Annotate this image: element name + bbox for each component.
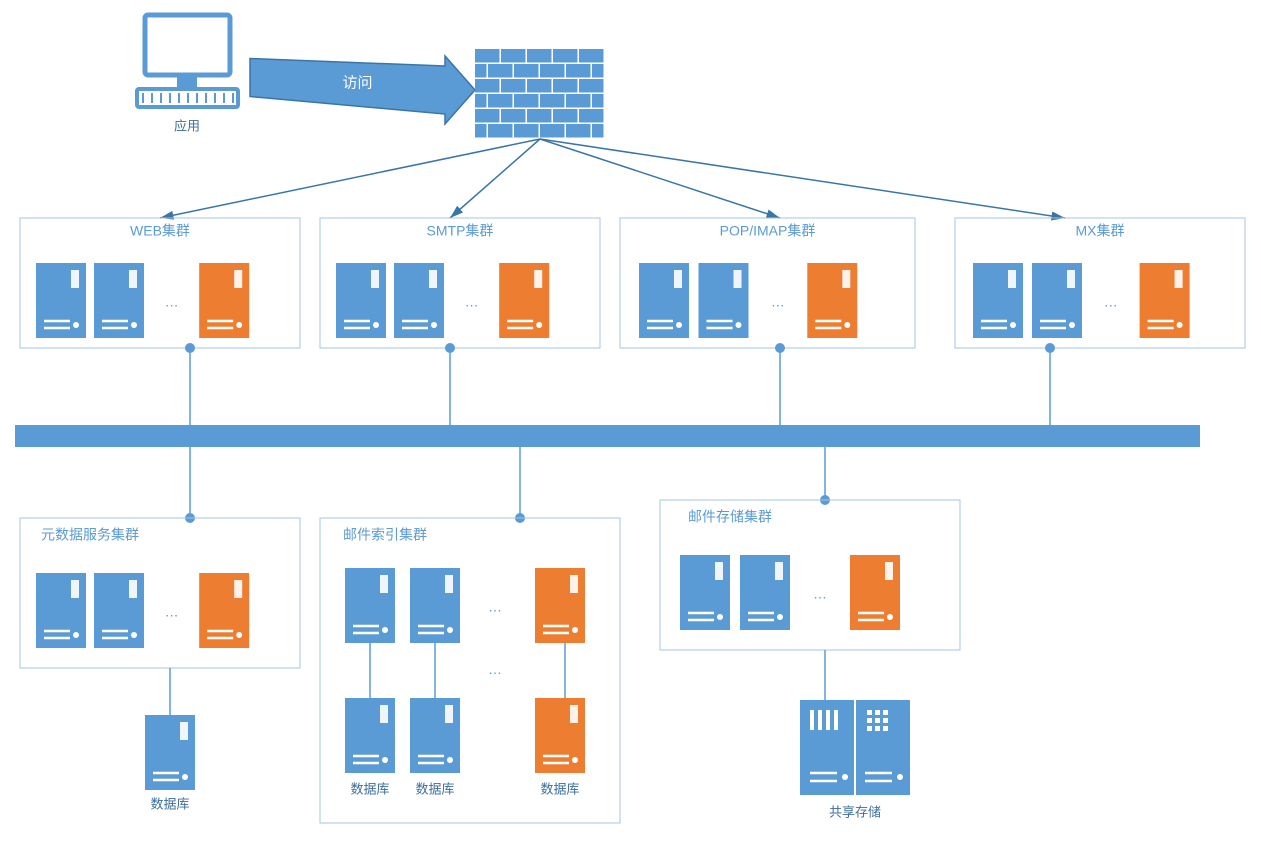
fanout-line xyxy=(450,139,540,218)
pop-cluster: POP/IMAP集群 … xyxy=(620,218,915,348)
server-icon xyxy=(36,263,86,338)
mx-cluster: MX集群 … xyxy=(955,218,1245,348)
connector-dot xyxy=(775,343,785,353)
svg-text:…: … xyxy=(488,599,502,615)
smtp-title: SMTP集群 xyxy=(427,223,494,239)
meta-title: 元数据服务集群 xyxy=(41,527,139,543)
index-title: 邮件索引集群 xyxy=(343,527,427,543)
fanout-line xyxy=(160,139,540,218)
server-icon xyxy=(394,263,444,338)
server-icon xyxy=(499,263,549,338)
pop-title: POP/IMAP集群 xyxy=(720,223,816,239)
svg-text:…: … xyxy=(165,604,179,620)
server-icon xyxy=(740,555,790,630)
server-icon xyxy=(639,263,689,338)
server-icon xyxy=(199,263,249,338)
smtp-cluster: SMTP集群 … xyxy=(320,218,600,348)
server-icon xyxy=(699,263,749,338)
ellipsis: … xyxy=(165,294,179,310)
fanout-line xyxy=(540,139,1065,218)
architecture-diagram: 应用访问WEB集群…SMTP集群…POP/IMAP集群…MX集群…元数据服务集群… xyxy=(0,0,1261,843)
shared-label: 共享存储 xyxy=(829,804,881,819)
server-icon xyxy=(973,263,1023,338)
web-cluster: WEB集群 … xyxy=(20,218,300,348)
store-title: 邮件存储集群 xyxy=(688,509,772,525)
server-icon xyxy=(807,263,857,338)
db-label: 数据库 xyxy=(415,781,454,796)
server-icon xyxy=(94,573,144,648)
mx-title: MX集群 xyxy=(1076,223,1125,239)
connector-dot xyxy=(1045,343,1055,353)
index-cluster: 邮件索引集群 … … 数据库 数据库 数据库 xyxy=(320,518,620,823)
server-icon xyxy=(199,573,249,648)
server-icon xyxy=(850,555,900,630)
ellipsis: … xyxy=(1104,294,1118,310)
server-icon xyxy=(336,263,386,338)
server-icon xyxy=(345,698,395,773)
server-icon xyxy=(535,698,585,773)
connector-dot xyxy=(445,343,455,353)
server-icon xyxy=(1032,263,1082,338)
server-icon xyxy=(410,698,460,773)
backbone-bus xyxy=(15,425,1200,447)
shared-storage-icon: 共享存储 xyxy=(800,700,910,819)
fanout-line xyxy=(540,139,780,218)
app-label: 应用 xyxy=(174,118,200,133)
server-icon xyxy=(535,568,585,643)
connector-dot xyxy=(185,343,195,353)
server-icon xyxy=(145,715,195,790)
ellipsis: … xyxy=(465,294,479,310)
svg-text:…: … xyxy=(488,661,502,677)
server-icon xyxy=(345,568,395,643)
computer-icon: 应用 xyxy=(137,15,238,133)
server-icon xyxy=(1140,263,1190,338)
db-label: 数据库 xyxy=(350,781,389,796)
meta-cluster: 元数据服务集群 … xyxy=(20,518,300,668)
firewall-icon xyxy=(475,49,604,138)
ellipsis: … xyxy=(771,294,785,310)
server-icon xyxy=(94,263,144,338)
db-label: 数据库 xyxy=(150,796,189,811)
web-title: WEB集群 xyxy=(130,223,190,239)
server-icon xyxy=(36,573,86,648)
server-icon xyxy=(410,568,460,643)
server-icon xyxy=(680,555,730,630)
svg-text:…: … xyxy=(813,586,827,602)
store-cluster: 邮件存储集群 … xyxy=(660,500,960,650)
access-label: 访问 xyxy=(342,74,372,91)
db-label: 数据库 xyxy=(540,781,579,796)
